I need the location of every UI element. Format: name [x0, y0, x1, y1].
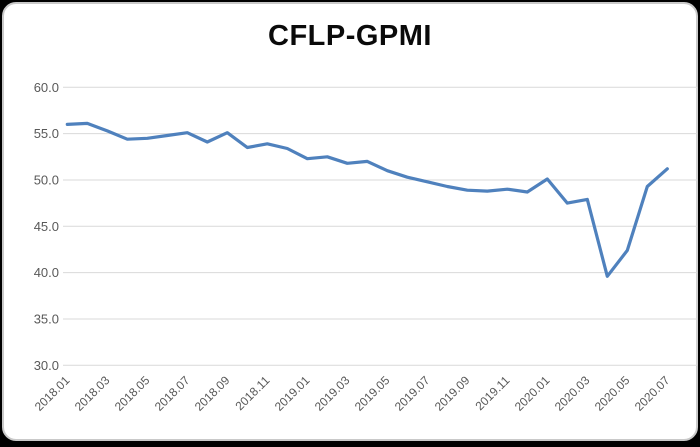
x-tick-label: 2019.09 — [432, 373, 473, 414]
y-tick-label: 45.0 — [34, 219, 59, 234]
x-tick-label: 2018.05 — [112, 373, 153, 414]
y-tick-label: 35.0 — [34, 311, 59, 326]
x-tick-label: 2019.01 — [272, 373, 313, 414]
x-tick-label: 2020.05 — [592, 373, 633, 414]
x-tick-label: 2019.11 — [472, 373, 512, 413]
chart-card: CFLP-GPMI 60.0 55.0 50.0 45.0 40.0 35.0 30.0 20… — [2, 2, 698, 441]
x-tick-label: 2018.07 — [152, 373, 193, 414]
x-tick-label: 2018.11 — [232, 373, 272, 413]
y-tick-label: 30.0 — [34, 358, 59, 373]
x-tick-label: 2020.01 — [512, 373, 553, 414]
x-tick-label: 2018.09 — [192, 373, 233, 414]
y-tick-label: 60.0 — [34, 80, 59, 95]
chart-title: CFLP-GPMI — [268, 20, 432, 52]
x-tick-label: 2020.03 — [552, 373, 593, 414]
x-tick-label: 2019.03 — [312, 373, 353, 414]
x-tick-label: 2019.07 — [392, 373, 433, 414]
y-tick-label: 50.0 — [34, 172, 59, 187]
x-tick-label: 2019.05 — [352, 373, 393, 414]
x-tick-label: 2018.01 — [32, 373, 73, 414]
x-tick-label: 2020.07 — [632, 373, 673, 414]
x-tick-label: 2018.03 — [72, 373, 113, 414]
y-tick-label: 55.0 — [34, 126, 59, 141]
series-line — [65, 121, 669, 278]
y-tick-label: 40.0 — [34, 265, 59, 280]
